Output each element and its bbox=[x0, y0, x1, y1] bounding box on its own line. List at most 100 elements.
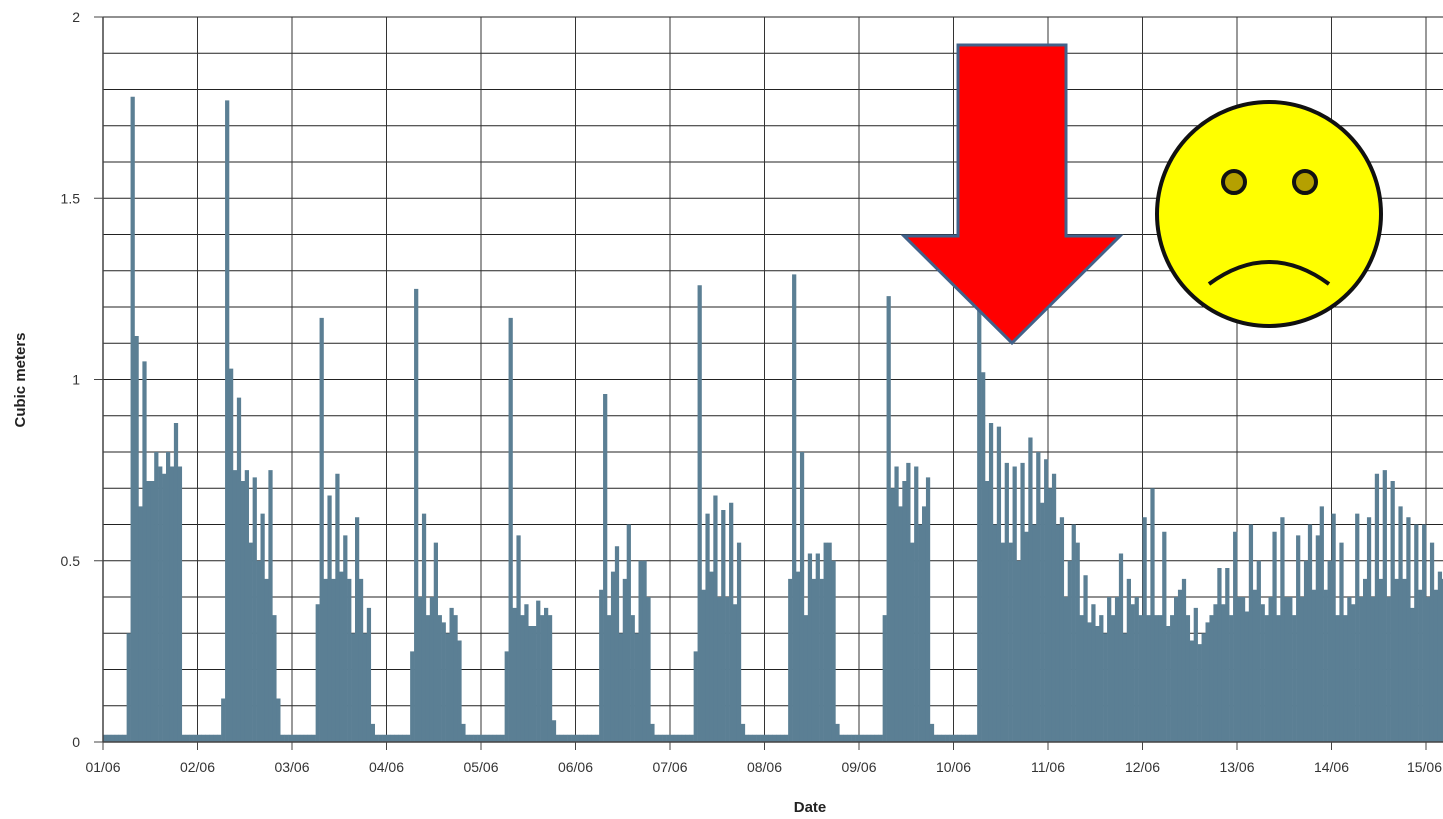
bar bbox=[1390, 481, 1395, 742]
bar bbox=[1347, 597, 1352, 742]
bar bbox=[307, 734, 312, 742]
bar bbox=[709, 571, 714, 743]
bar bbox=[1441, 578, 1443, 743]
x-tick-label: 05/06 bbox=[463, 759, 498, 775]
bar bbox=[882, 615, 887, 743]
bar bbox=[859, 734, 864, 742]
bar bbox=[1315, 535, 1320, 743]
bar bbox=[764, 734, 769, 742]
bar bbox=[618, 633, 624, 742]
bar bbox=[1114, 597, 1120, 742]
bar bbox=[1213, 604, 1218, 742]
bar bbox=[1335, 615, 1340, 743]
bar bbox=[1075, 542, 1080, 743]
bar bbox=[1355, 513, 1360, 743]
bar bbox=[504, 651, 509, 743]
bar bbox=[910, 542, 915, 743]
bar bbox=[315, 604, 320, 742]
bar bbox=[902, 481, 907, 742]
bar bbox=[323, 578, 328, 743]
bar bbox=[1351, 604, 1356, 742]
x-tick-label: 01/06 bbox=[85, 759, 120, 775]
bar bbox=[792, 274, 797, 743]
bar bbox=[815, 553, 820, 742]
bar bbox=[516, 535, 521, 743]
bar bbox=[1296, 535, 1301, 743]
bar bbox=[465, 734, 470, 742]
bar bbox=[768, 734, 773, 742]
bar bbox=[929, 723, 935, 743]
bar bbox=[370, 723, 375, 743]
bar bbox=[1240, 597, 1246, 742]
bar bbox=[103, 734, 108, 742]
bar bbox=[579, 734, 584, 742]
bar bbox=[1386, 597, 1391, 742]
bar bbox=[1292, 615, 1297, 743]
bar bbox=[421, 513, 427, 743]
bar bbox=[634, 633, 639, 742]
bar bbox=[260, 513, 265, 743]
bar bbox=[445, 633, 450, 742]
bar bbox=[855, 734, 860, 742]
bar bbox=[303, 734, 309, 742]
bar bbox=[142, 361, 147, 743]
bar bbox=[599, 589, 604, 742]
bar bbox=[922, 506, 927, 743]
bar bbox=[484, 734, 490, 742]
bar bbox=[551, 720, 557, 742]
bar bbox=[512, 607, 517, 743]
bar bbox=[162, 473, 167, 742]
bar bbox=[1284, 597, 1289, 742]
bar bbox=[461, 723, 466, 743]
bar bbox=[736, 542, 742, 743]
bar bbox=[1087, 622, 1092, 743]
bar bbox=[776, 734, 781, 742]
bar bbox=[1103, 633, 1108, 742]
bar bbox=[1028, 437, 1033, 742]
bar bbox=[130, 96, 135, 742]
bar bbox=[1197, 644, 1202, 743]
bar bbox=[945, 734, 950, 742]
bar bbox=[339, 571, 344, 743]
bar bbox=[1166, 626, 1171, 742]
bar bbox=[280, 734, 285, 742]
bar bbox=[1004, 462, 1009, 743]
bar bbox=[1071, 524, 1076, 742]
bar bbox=[1032, 524, 1037, 742]
bar bbox=[197, 734, 202, 742]
bar bbox=[177, 466, 183, 742]
bar bbox=[1429, 542, 1435, 743]
bar bbox=[1059, 517, 1065, 742]
bar bbox=[827, 542, 832, 743]
bar bbox=[414, 288, 419, 743]
bar bbox=[292, 734, 297, 742]
bar bbox=[725, 597, 730, 742]
bar bbox=[1083, 575, 1088, 742]
bar bbox=[1244, 611, 1250, 742]
bar bbox=[217, 734, 222, 742]
bar bbox=[642, 560, 647, 742]
bar bbox=[138, 506, 143, 743]
bar bbox=[957, 734, 962, 742]
bar bbox=[236, 397, 242, 743]
bar bbox=[351, 633, 356, 742]
bar bbox=[925, 477, 931, 743]
bar bbox=[638, 560, 643, 742]
bar bbox=[662, 734, 667, 742]
bar bbox=[232, 470, 238, 743]
bar bbox=[189, 734, 194, 742]
bar bbox=[181, 734, 186, 742]
x-tick-label: 03/06 bbox=[274, 759, 309, 775]
bar bbox=[1012, 466, 1017, 742]
bar bbox=[268, 470, 273, 743]
bar bbox=[1319, 506, 1324, 743]
bar bbox=[335, 473, 340, 742]
bar bbox=[473, 734, 478, 742]
bar bbox=[1225, 568, 1230, 742]
bar bbox=[319, 317, 324, 743]
bar bbox=[977, 307, 982, 742]
bar bbox=[650, 723, 655, 743]
bar bbox=[1024, 531, 1029, 742]
bar bbox=[481, 734, 486, 742]
bar bbox=[1264, 615, 1269, 743]
